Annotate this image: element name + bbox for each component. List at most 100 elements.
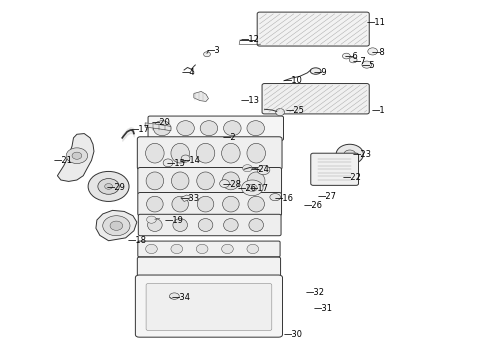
- Ellipse shape: [223, 219, 238, 231]
- Ellipse shape: [173, 219, 188, 231]
- Text: —33: —33: [181, 194, 200, 203]
- Text: —5: —5: [362, 61, 375, 70]
- Ellipse shape: [170, 293, 179, 299]
- Ellipse shape: [221, 244, 233, 253]
- FancyBboxPatch shape: [137, 257, 281, 276]
- Text: —9: —9: [313, 68, 327, 77]
- Polygon shape: [57, 134, 94, 181]
- FancyBboxPatch shape: [311, 153, 359, 185]
- Ellipse shape: [248, 196, 265, 212]
- Ellipse shape: [310, 68, 321, 74]
- Circle shape: [66, 148, 88, 163]
- Ellipse shape: [249, 219, 264, 231]
- Ellipse shape: [146, 143, 164, 163]
- FancyBboxPatch shape: [138, 167, 282, 194]
- FancyBboxPatch shape: [138, 193, 282, 216]
- Ellipse shape: [276, 109, 285, 116]
- Polygon shape: [145, 123, 171, 131]
- Circle shape: [105, 184, 113, 189]
- Ellipse shape: [196, 143, 215, 163]
- Ellipse shape: [197, 172, 214, 190]
- Text: —16: —16: [274, 194, 293, 203]
- Text: —31: —31: [313, 304, 332, 313]
- Text: —19: —19: [165, 216, 183, 225]
- Text: —26: —26: [238, 184, 257, 193]
- Ellipse shape: [221, 143, 240, 163]
- Text: —2: —2: [223, 133, 237, 142]
- Circle shape: [368, 48, 377, 55]
- Ellipse shape: [222, 172, 240, 190]
- Text: —20: —20: [151, 118, 171, 127]
- Text: —29: —29: [106, 183, 125, 192]
- Circle shape: [98, 179, 119, 194]
- Polygon shape: [194, 91, 208, 102]
- Circle shape: [147, 216, 156, 223]
- Text: —14: —14: [182, 156, 200, 165]
- Text: —34: —34: [172, 293, 191, 302]
- Ellipse shape: [197, 196, 214, 212]
- FancyBboxPatch shape: [146, 284, 272, 330]
- Ellipse shape: [171, 244, 183, 253]
- Text: —26: —26: [303, 201, 322, 210]
- Circle shape: [343, 53, 350, 59]
- Ellipse shape: [181, 155, 190, 162]
- FancyBboxPatch shape: [138, 241, 280, 257]
- Text: —13: —13: [240, 96, 259, 105]
- Text: —6: —6: [345, 52, 359, 61]
- Circle shape: [72, 152, 82, 159]
- Text: —28: —28: [223, 180, 242, 189]
- Ellipse shape: [270, 194, 281, 201]
- Text: —32: —32: [306, 288, 325, 297]
- FancyBboxPatch shape: [137, 137, 282, 170]
- Ellipse shape: [247, 172, 265, 190]
- Ellipse shape: [196, 244, 208, 253]
- Text: —4: —4: [182, 68, 196, 77]
- Circle shape: [349, 57, 357, 63]
- Text: —15: —15: [167, 159, 186, 168]
- Circle shape: [243, 165, 252, 172]
- Circle shape: [242, 180, 263, 196]
- Text: —8: —8: [372, 48, 386, 57]
- Circle shape: [362, 61, 372, 68]
- Text: —7: —7: [352, 57, 366, 66]
- Circle shape: [344, 150, 356, 158]
- Text: —21: —21: [54, 156, 73, 165]
- Ellipse shape: [163, 159, 173, 167]
- Ellipse shape: [222, 196, 239, 212]
- Text: —11: —11: [367, 18, 386, 27]
- Circle shape: [103, 216, 130, 236]
- FancyBboxPatch shape: [257, 12, 369, 46]
- FancyBboxPatch shape: [262, 84, 369, 114]
- Circle shape: [336, 144, 364, 164]
- Ellipse shape: [147, 219, 162, 231]
- FancyBboxPatch shape: [148, 116, 284, 140]
- Text: —30: —30: [284, 330, 303, 339]
- Text: —1: —1: [372, 106, 385, 115]
- Text: —25: —25: [286, 106, 304, 115]
- FancyBboxPatch shape: [135, 275, 283, 337]
- Text: —22: —22: [343, 173, 361, 182]
- Ellipse shape: [247, 244, 259, 253]
- Ellipse shape: [247, 143, 266, 163]
- Circle shape: [247, 184, 257, 192]
- Ellipse shape: [177, 121, 195, 136]
- Circle shape: [203, 52, 210, 57]
- Ellipse shape: [220, 180, 229, 188]
- Polygon shape: [96, 210, 137, 241]
- Ellipse shape: [147, 196, 163, 212]
- Text: —23: —23: [352, 150, 371, 159]
- Text: —3: —3: [207, 46, 221, 55]
- Ellipse shape: [146, 172, 164, 190]
- Ellipse shape: [153, 121, 171, 136]
- Text: —12: —12: [240, 35, 259, 44]
- Text: —17: —17: [250, 184, 269, 193]
- Ellipse shape: [171, 143, 190, 163]
- Circle shape: [88, 171, 129, 202]
- Text: —17: —17: [130, 126, 149, 135]
- Ellipse shape: [198, 219, 213, 231]
- Ellipse shape: [247, 121, 265, 136]
- Ellipse shape: [223, 121, 241, 136]
- Ellipse shape: [172, 172, 189, 190]
- Text: —27: —27: [318, 192, 337, 201]
- Ellipse shape: [200, 121, 218, 136]
